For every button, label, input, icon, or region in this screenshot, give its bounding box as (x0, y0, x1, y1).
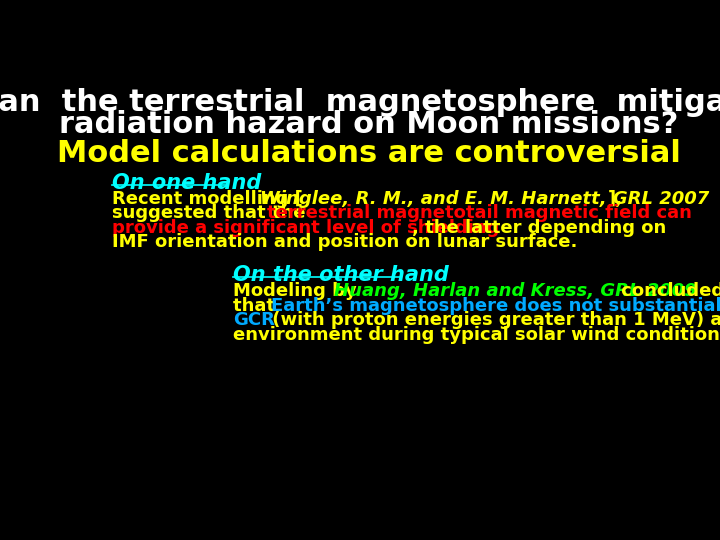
Text: concluded: concluded (616, 282, 720, 300)
Text: suggested that the: suggested that the (112, 204, 312, 222)
Text: Modeling by: Modeling by (233, 282, 364, 300)
Text: radiation hazard on Moon missions?: radiation hazard on Moon missions? (59, 110, 679, 139)
Text: Huang, Harlan and Kress, GRL 2009: Huang, Harlan and Kress, GRL 2009 (334, 282, 697, 300)
Text: Recent modelling [: Recent modelling [ (112, 190, 302, 207)
Text: Can  the terrestrial  magnetosphere  mitigate: Can the terrestrial magnetosphere mitiga… (0, 88, 720, 117)
Text: On one hand: On one hand (112, 173, 261, 193)
Text: On the other hand: On the other hand (233, 265, 449, 285)
Text: provide a significant level of shielding: provide a significant level of shielding (112, 219, 499, 237)
Text: , the latter depending on: , the latter depending on (412, 219, 666, 237)
Text: IMF orientation and position on lunar surface.: IMF orientation and position on lunar su… (112, 233, 577, 252)
Text: terrestrial magnetotail magnetic field can: terrestrial magnetotail magnetic field c… (266, 204, 691, 222)
Text: (with proton energies greater than 1 MeV) at the lunar: (with proton energies greater than 1 MeV… (266, 311, 720, 329)
Text: environment during typical solar wind conditions.: environment during typical solar wind co… (233, 326, 720, 344)
Text: Winglee, R. M., and E. M. Harnett, GRL 2007: Winglee, R. M., and E. M. Harnett, GRL 2… (259, 190, 708, 207)
Text: ],: ], (608, 190, 623, 207)
Text: Model calculations are controversial: Model calculations are controversial (57, 139, 681, 168)
Text: Earth’s magnetosphere does not substantially modify: Earth’s magnetosphere does not substanti… (271, 296, 720, 315)
Text: GCR: GCR (233, 311, 275, 329)
Text: that: that (233, 296, 282, 315)
